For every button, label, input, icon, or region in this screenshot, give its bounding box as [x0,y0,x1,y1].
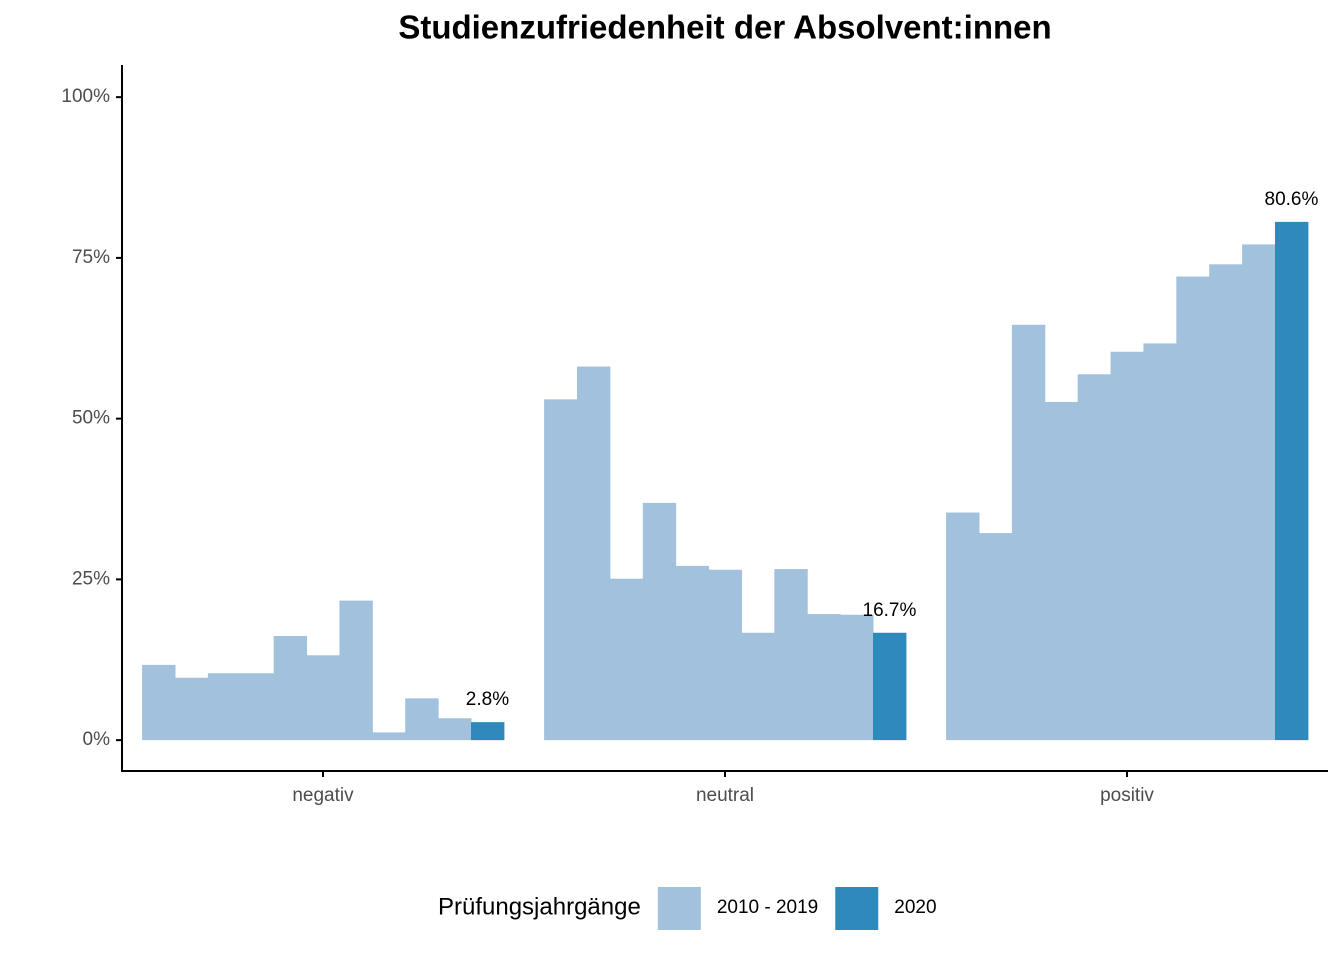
bar [708,569,742,741]
bar [741,632,775,741]
legend-swatch [835,887,879,930]
data-label: 2.8% [466,689,509,710]
bar [576,366,611,741]
bar [544,399,578,741]
bar [339,600,373,741]
bar [1275,221,1309,741]
y-tick-label: 25% [72,568,110,589]
bar [873,632,907,741]
bar [438,718,472,741]
bar [273,635,308,741]
bar [774,569,808,741]
bar [642,502,677,741]
x-tick-label: positiv [1100,785,1154,806]
bar [1143,343,1177,741]
bar [405,698,439,741]
x-tick-label: negativ [292,785,354,806]
legend-title: Prüfungsjahrgänge [438,893,641,920]
bar [174,677,209,741]
chart-title: Studienzufriedenheit der Absolvent:innen [398,9,1051,46]
bar [1176,276,1210,741]
data-label: 16.7% [863,600,917,621]
bar [675,565,710,741]
bar [840,614,874,741]
bar [978,533,1013,741]
bar [807,614,841,741]
y-tick-label: 50% [72,408,110,429]
x-tick-label: neutral [696,785,754,806]
legend-label: 2010 - 2019 [717,897,818,918]
bar [471,722,505,741]
y-tick-label: 75% [72,247,110,268]
bar [609,578,644,741]
bar [240,673,275,741]
legend-label: 2020 [894,897,936,918]
bar [207,673,242,741]
legend-swatch [657,887,701,930]
bar [1011,324,1046,741]
data-label: 80.6% [1265,189,1319,210]
y-tick-label: 100% [61,86,110,107]
bar [1242,244,1276,741]
bar [1077,374,1112,741]
bar [142,664,176,741]
bar [1044,401,1079,741]
bar [372,732,406,741]
bar [306,655,340,741]
bar [946,512,980,741]
bar [1209,264,1243,741]
bar [1110,351,1144,741]
y-tick-label: 0% [83,729,111,750]
